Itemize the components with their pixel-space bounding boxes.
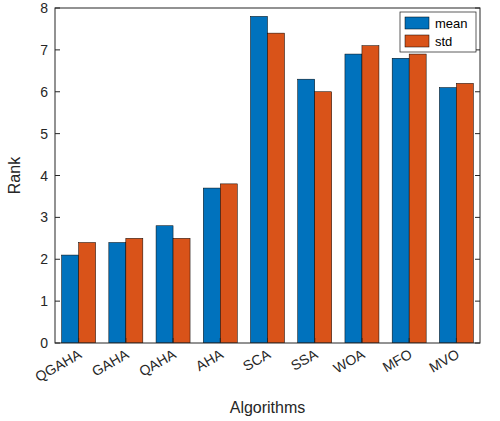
y-tick-label: 0 (40, 335, 48, 351)
bar (298, 79, 315, 343)
y-tick (55, 259, 60, 260)
legend-swatch (405, 35, 429, 47)
y-tick-label: 5 (40, 126, 48, 142)
x-tick-label: QGAHA (32, 345, 84, 384)
x-tick-label: MVO (426, 346, 462, 376)
bar (392, 58, 409, 343)
x-tick (267, 338, 268, 343)
y-tick (475, 8, 480, 9)
y-tick (475, 259, 480, 260)
y-tick (475, 133, 480, 134)
x-tick-label: AHA (193, 345, 227, 374)
y-tick (475, 301, 480, 302)
x-tick (78, 338, 79, 343)
x-axis-label: Algorithms (230, 399, 306, 416)
bar (220, 184, 237, 343)
y-tick (475, 217, 480, 218)
y-tick (475, 343, 480, 344)
y-tick (55, 49, 60, 50)
legend-label: std (435, 34, 452, 49)
bar (362, 46, 379, 343)
y-tick-label: 2 (40, 251, 48, 267)
x-tick-label: MFO (380, 346, 415, 375)
x-tick (173, 338, 174, 343)
bar (268, 33, 285, 343)
y-tick-label: 4 (40, 168, 48, 184)
y-tick-label: 8 (40, 0, 48, 16)
x-tick-label: QAHA (136, 345, 179, 379)
bar (439, 88, 456, 343)
x-tick (456, 338, 457, 343)
bar (345, 54, 362, 343)
x-tick (409, 338, 410, 343)
x-tick (361, 338, 362, 343)
y-axis-label: Rank (6, 156, 23, 194)
bar (251, 16, 268, 343)
y-tick (55, 175, 60, 176)
y-tick (475, 175, 480, 176)
bar (109, 243, 126, 344)
y-tick (55, 301, 60, 302)
x-tick (125, 338, 126, 343)
y-tick (475, 91, 480, 92)
bar (315, 92, 332, 343)
x-tick-label: SCA (240, 345, 274, 374)
legend-swatch (405, 17, 429, 29)
y-tick (55, 133, 60, 134)
y-tick-label: 3 (40, 209, 48, 225)
chart: 0 1 2 3 4 5 6 7 8 QGAHAGAHAQAHA AHA SCA SSA WOA MFO MVO… (0, 0, 500, 421)
x-tick-label: SSA (288, 345, 321, 373)
y-tick-label: 1 (40, 293, 48, 309)
plot-background (55, 8, 480, 343)
legend-label: mean (435, 16, 468, 31)
legend-box (400, 12, 476, 52)
bar (126, 238, 143, 343)
y-tick (55, 217, 60, 218)
x-tick (314, 338, 315, 343)
x-tick-label: WOA (330, 345, 368, 376)
y-tick (55, 91, 60, 92)
chart-container: 0 1 2 3 4 5 6 7 8 QGAHAGAHAQAHA AHA SCA SSA WOA MFO MVO… (0, 0, 500, 421)
y-tick (55, 8, 60, 9)
bar (456, 83, 473, 343)
y-tick-label: 6 (40, 84, 48, 100)
bar (62, 255, 79, 343)
bar (409, 54, 426, 343)
bar (156, 226, 173, 343)
bar (173, 238, 190, 343)
bars (62, 16, 474, 343)
bar (79, 243, 96, 344)
y-tick-label: 7 (40, 42, 48, 58)
legend: mean std (400, 12, 476, 52)
y-tick (55, 343, 60, 344)
x-tick (220, 338, 221, 343)
bar (203, 188, 220, 343)
plot-frame (55, 8, 480, 343)
x-tick-label: GAHA (89, 345, 132, 379)
